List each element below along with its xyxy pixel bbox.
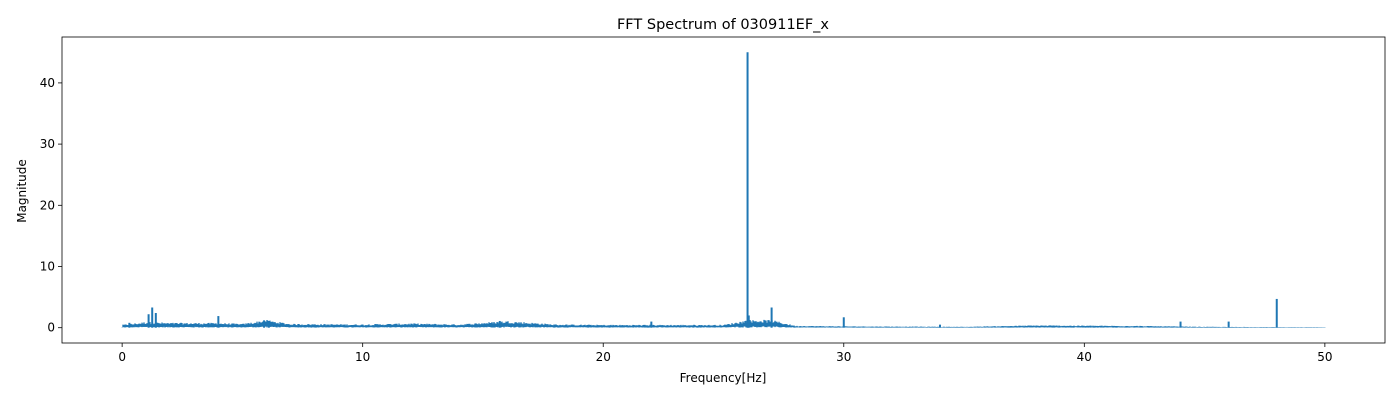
x-tick-label: 10 (355, 350, 370, 364)
x-tick-label: 30 (836, 350, 851, 364)
x-tick-label: 0 (118, 350, 126, 364)
y-tick-label: 40 (40, 76, 55, 90)
y-axis: 0 10 20 30 40 (40, 76, 62, 335)
x-tick-label: 40 (1077, 350, 1092, 364)
y-tick-label: 20 (40, 198, 55, 212)
plot-area (121, 52, 1326, 328)
y-axis-label: Magnitude (15, 159, 29, 223)
x-axis: 0 10 20 30 40 50 (118, 343, 1333, 364)
y-tick-label: 30 (40, 137, 55, 151)
axes-frame (61, 36, 1386, 344)
x-axis-label: Frequency[Hz] (680, 371, 767, 385)
y-tick-label: 0 (47, 321, 55, 335)
x-tick-label: 50 (1317, 350, 1332, 364)
chart-title: FFT Spectrum of 030911EF_x (617, 17, 829, 33)
x-tick-label: 20 (596, 350, 611, 364)
y-tick-label: 10 (40, 260, 55, 274)
spectrum-line (121, 319, 1326, 328)
